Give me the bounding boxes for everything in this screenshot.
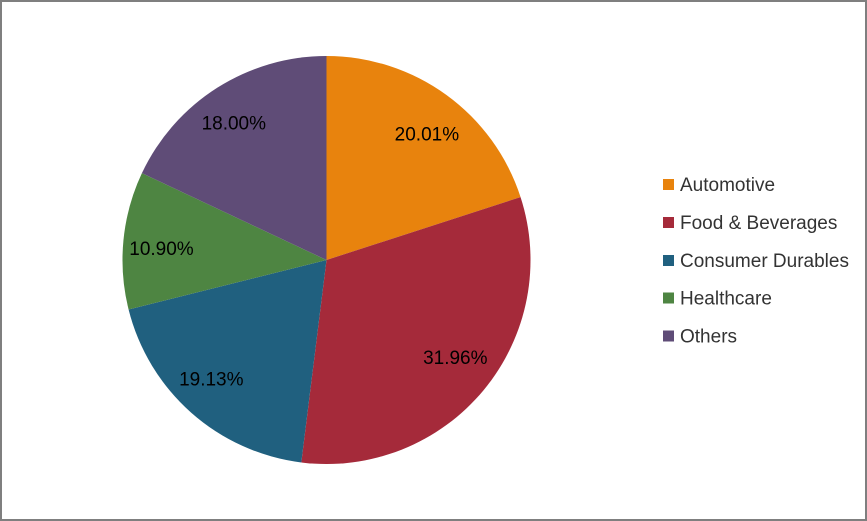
- svg-text:Consumer Durables: Consumer Durables: [680, 251, 849, 272]
- svg-text:18.00%: 18.00%: [202, 114, 267, 135]
- svg-text:19.13%: 19.13%: [179, 369, 244, 390]
- svg-text:Automotive: Automotive: [680, 175, 775, 196]
- svg-text:20.01%: 20.01%: [395, 124, 460, 145]
- svg-text:Healthcare: Healthcare: [680, 289, 772, 310]
- svg-text:Others: Others: [680, 327, 737, 348]
- svg-text:Food & Beverages: Food & Beverages: [680, 213, 837, 234]
- svg-text:31.96%: 31.96%: [423, 348, 488, 369]
- svg-text:10.90%: 10.90%: [129, 239, 194, 260]
